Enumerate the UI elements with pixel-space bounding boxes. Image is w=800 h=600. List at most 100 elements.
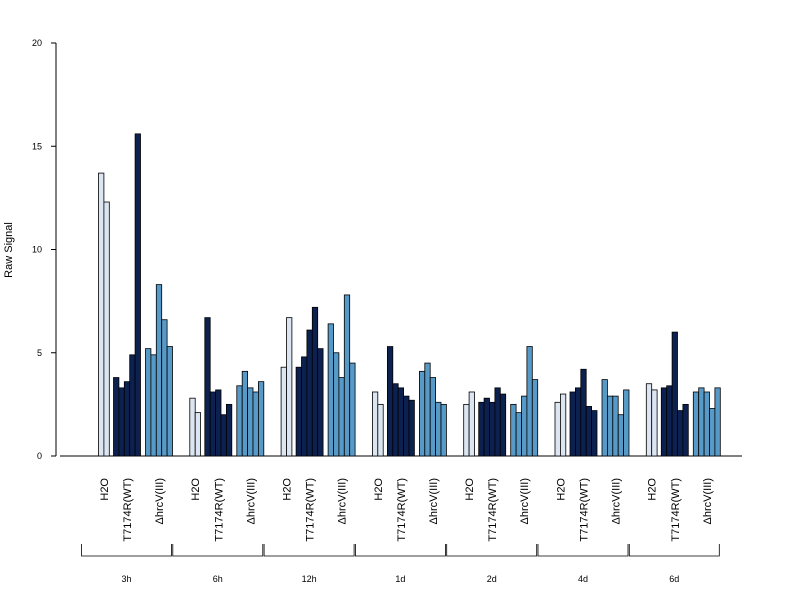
bar-2d-hrcv-iii-4: [526, 346, 533, 457]
bar-3h-hrcv-iii-3: [155, 284, 163, 457]
bar-2d-hrcv-iii-2: [515, 412, 522, 457]
timepoint-bracket: [628, 544, 720, 557]
bar-3h-t7174r-wt-2: [118, 387, 125, 457]
timepoint-bracket: [355, 544, 446, 557]
group-label-hrcv-iii: ΔhrcV(III): [428, 478, 440, 524]
bar-6h-hrcv-iii-3: [247, 387, 254, 457]
bar-6h-t7174r-wt-2: [209, 391, 216, 457]
bar-4d-h2o-1: [554, 401, 561, 457]
group-label-h2o: H2O: [647, 478, 659, 501]
bar-6h-hrcv-iii-1: [236, 385, 243, 457]
bars-layer: [98, 133, 721, 457]
bar-6d-t7174r-wt-5: [682, 403, 689, 457]
bar-4d-t7174r-wt-5: [591, 410, 598, 457]
bar-12h-t7174r-wt-2: [301, 356, 308, 457]
bar-12h-t7174r-wt-5: [317, 348, 324, 457]
bar-12h-h2o-2: [286, 317, 293, 457]
bar-1d-hrcv-iii-1: [418, 370, 426, 457]
bar-6h-hrcv-iii-4: [252, 391, 259, 457]
bar-6d-h2o-2: [651, 389, 658, 457]
bar-6d-hrcv-iii-5: [714, 387, 721, 457]
bar-2d-hrcv-iii-3: [521, 395, 528, 457]
bar-1d-hrcv-iii-5: [440, 403, 447, 457]
bar-6d-h2o-1: [645, 383, 653, 457]
bar-2d-t7174r-wt-4: [494, 387, 501, 457]
timepoint-label-4d: 4d: [578, 574, 588, 584]
timepoint-label-12h: 12h: [302, 574, 317, 584]
group-label-t7174r-wt: T7174R(WT): [122, 478, 134, 542]
bar-6h-t7174r-wt-4: [220, 414, 227, 457]
bar-1d-t7174r-wt-2: [392, 383, 399, 457]
bar-3h-t7174r-wt-3: [123, 381, 131, 457]
timepoint-label-6h: 6h: [213, 574, 223, 584]
bar-2d-hrcv-iii-5: [531, 379, 539, 457]
bar-12h-hrcv-iii-3: [338, 377, 345, 457]
bar-2d-h2o-1: [463, 403, 470, 457]
y-axis-label: Raw Signal: [3, 222, 15, 278]
bar-4d-hrcv-iii-1: [601, 379, 608, 457]
group-label-h2o: H2O: [190, 478, 202, 501]
timepoint-bracket: [446, 544, 538, 557]
bar-3h-h2o-2: [103, 201, 110, 457]
bar-6h-hrcv-iii-5: [257, 381, 265, 457]
group-label-t7174r-wt: T7174R(WT): [213, 478, 225, 542]
bar-1d-t7174r-wt-5: [408, 399, 415, 457]
group-label-hrcv-iii: ΔhrcV(III): [702, 478, 714, 524]
timepoint-bracket: [537, 544, 629, 557]
bar-3h-t7174r-wt-1: [113, 377, 120, 457]
group-labels-layer: H2O T7174R(WT) ΔhrcV(III) H2O T7174R(WT) Δhrc…: [99, 478, 714, 542]
group-label-hrcv-iii: ΔhrcV(III): [154, 478, 166, 524]
bar-3h-t7174r-wt-5: [134, 133, 141, 457]
bar-6h-hrcv-iii-2: [241, 370, 248, 457]
timepoint-brackets-layer: 3h 6h 12h 1d 2d 4d 6d: [81, 544, 720, 584]
bar-1d-t7174r-wt-3: [397, 387, 405, 457]
bar-6h-t7174r-wt-5: [225, 403, 233, 457]
bar-6d-hrcv-iii-2: [698, 387, 705, 457]
bar-2d-t7174r-wt-3: [489, 401, 496, 457]
group-label-t7174r-wt: T7174R(WT): [579, 478, 591, 542]
bar-6d-hrcv-iii-4: [709, 408, 716, 457]
bar-12h-hrcv-iii-1: [327, 323, 334, 457]
y-tick-label: 5: [37, 348, 42, 358]
bar-6d-t7174r-wt-1: [660, 387, 668, 457]
y-tick-label: 0: [37, 451, 42, 461]
bar-4d-hrcv-iii-4: [617, 414, 625, 457]
bar-4d-hrcv-iii-5: [623, 389, 630, 457]
bar-3h-hrcv-iii-4: [161, 319, 168, 457]
timepoint-label-1d: 1d: [395, 574, 405, 584]
bar-2d-t7174r-wt-1: [478, 401, 485, 457]
bar-1d-h2o-1: [371, 391, 379, 457]
bar-4d-t7174r-wt-2: [575, 387, 582, 457]
group-label-t7174r-wt: T7174R(WT): [670, 478, 682, 542]
y-tick-label: 20: [32, 38, 42, 48]
bar-3h-t7174r-wt-4: [129, 354, 136, 457]
bar-12h-t7174r-wt-3: [306, 329, 313, 457]
group-label-h2o: H2O: [99, 478, 111, 501]
bar-6h-h2o-1: [189, 397, 196, 457]
timepoint-label-3h: 3h: [121, 574, 131, 584]
bar-12h-t7174r-wt-4: [311, 306, 319, 457]
bar-6d-hrcv-iii-1: [692, 391, 700, 457]
bar-12h-hrcv-iii-4: [343, 294, 351, 457]
bar-2d-t7174r-wt-5: [499, 393, 507, 457]
bar-2d-h2o-2: [468, 391, 475, 457]
bar-4d-t7174r-wt-3: [580, 368, 587, 457]
bar-4d-hrcv-iii-3: [612, 395, 619, 457]
bar-12h-t7174r-wt-1: [295, 366, 302, 457]
bar-2d-t7174r-wt-2: [483, 397, 490, 457]
bar-6h-t7174r-wt-1: [204, 317, 211, 457]
bar-1d-hrcv-iii-4: [435, 401, 442, 457]
y-tick-label: 10: [32, 245, 42, 255]
group-label-h2o: H2O: [373, 478, 385, 501]
bar-3h-hrcv-iii-5: [166, 346, 173, 457]
y-tick-label: 15: [32, 141, 42, 151]
bar-1d-t7174r-wt-4: [403, 395, 410, 457]
bar-6d-t7174r-wt-3: [671, 331, 678, 457]
group-label-t7174r-wt: T7174R(WT): [487, 478, 499, 542]
bar-3h-hrcv-iii-2: [150, 354, 157, 457]
group-label-hrcv-iii: ΔhrcV(III): [519, 478, 531, 524]
bar-1d-t7174r-wt-1: [386, 346, 394, 457]
bar-6h-t7174r-wt-3: [215, 389, 222, 457]
group-label-h2o: H2O: [282, 478, 294, 501]
